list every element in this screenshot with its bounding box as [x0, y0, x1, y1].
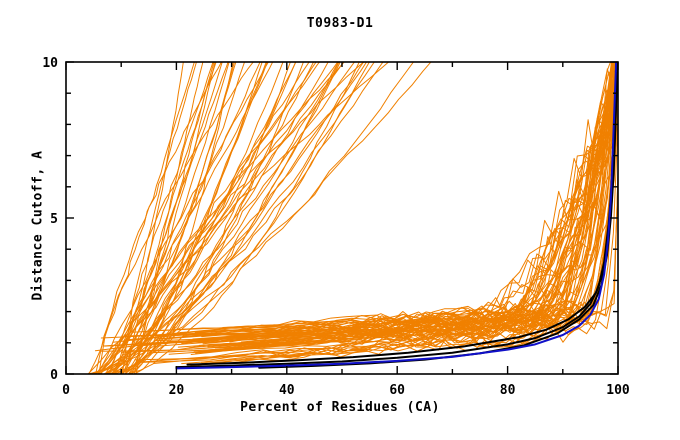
x-tick-label: 100	[606, 383, 630, 398]
page-title: T0983-D1	[306, 16, 374, 31]
prediction-curve	[125, 62, 267, 374]
prediction-curve	[222, 94, 618, 329]
prediction-curve	[88, 62, 375, 374]
y-tick-label: 5	[50, 212, 58, 227]
prediction-curve	[150, 84, 618, 337]
prediction-curve	[195, 62, 618, 354]
prediction-curve	[99, 62, 317, 374]
prediction-curve	[159, 168, 618, 340]
prediction-curve	[130, 62, 234, 374]
x-tick-label: 0	[62, 383, 70, 398]
prediction-curve	[203, 62, 618, 351]
prediction-curve	[103, 62, 432, 374]
prediction-curve	[190, 83, 618, 355]
prediction-curve	[98, 62, 222, 374]
prediction-curve	[124, 83, 618, 337]
prediction-curve	[121, 62, 197, 374]
prediction-curve	[241, 81, 618, 350]
prediction-curve	[134, 62, 291, 374]
prediction-curve	[181, 62, 611, 345]
prediction-curve	[156, 99, 618, 337]
prediction-curve	[88, 62, 195, 374]
prediction-curve	[119, 62, 390, 374]
axes-layer	[65, 61, 619, 375]
prediction-curve	[130, 62, 365, 374]
prediction-curve	[103, 62, 368, 374]
prediction-curve	[131, 62, 310, 374]
prediction-curve	[153, 62, 617, 364]
prediction-curve	[135, 62, 204, 374]
prediction-curve	[105, 62, 235, 374]
prediction-curve	[95, 62, 274, 374]
prediction-curve	[121, 62, 237, 374]
prediction-curve	[179, 154, 618, 333]
x-tick-label: 80	[500, 383, 516, 398]
x-tick-label: 60	[389, 383, 405, 398]
curves-layer	[87, 62, 618, 374]
x-tick-label: 20	[169, 383, 185, 398]
best-model-curve-tail	[615, 62, 618, 76]
prediction-curve	[94, 62, 345, 374]
prediction-curve	[100, 99, 618, 352]
prediction-curve	[151, 62, 616, 354]
reference-model-curve	[175, 70, 617, 370]
prediction-curve	[127, 62, 616, 341]
prediction-curve	[91, 62, 384, 374]
prediction-curve	[97, 62, 269, 374]
prediction-curve	[114, 62, 345, 374]
prediction-curve	[202, 64, 618, 345]
y-tick-label: 0	[50, 368, 58, 383]
prediction-curve	[128, 62, 315, 374]
x-tick-label: 40	[279, 383, 295, 398]
prediction-curve	[104, 62, 223, 374]
prediction-curve	[122, 62, 365, 374]
prediction-curve	[95, 62, 254, 374]
x-axis-label: Percent of Residues (CA)	[240, 400, 440, 415]
prediction-curve	[113, 62, 297, 374]
tick-labels-layer: 0 20 40 60 80 100 0 5 10	[42, 56, 630, 398]
prediction-curve	[214, 80, 618, 349]
y-tick-label: 10	[42, 56, 58, 71]
prediction-curve	[132, 109, 618, 333]
prediction-curve	[92, 62, 246, 374]
reference-model-curve-tail	[614, 62, 618, 73]
prediction-curve	[246, 62, 616, 348]
